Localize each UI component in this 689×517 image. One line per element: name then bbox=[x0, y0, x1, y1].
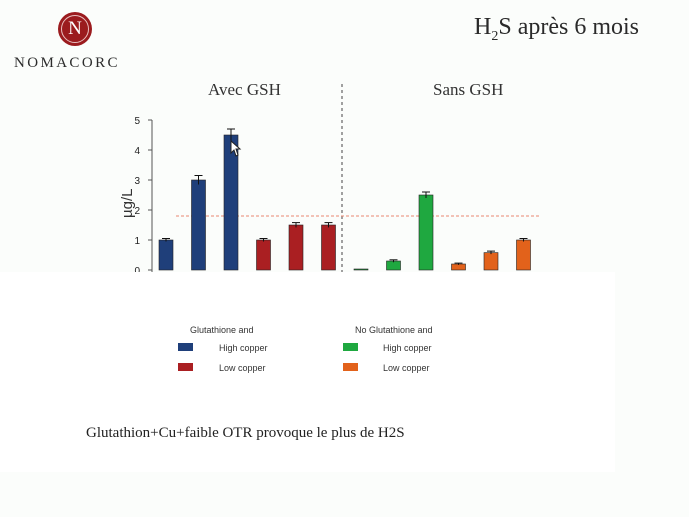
caption: Glutathion+Cu+faible OTR provoque le plu… bbox=[86, 425, 405, 441]
y-axis-label: µg/L bbox=[119, 189, 136, 219]
bar-0 bbox=[158, 239, 174, 271]
title-suffix: S après 6 mois bbox=[498, 14, 640, 40]
title-prefix: H bbox=[474, 14, 492, 40]
legend-heading-without: No Glutathione and bbox=[355, 325, 433, 335]
bar-6 bbox=[353, 268, 369, 271]
y-tick-label-4: 4 bbox=[134, 146, 140, 157]
y-ticks: 0 1 2 3 4 5 bbox=[134, 116, 152, 277]
y-tick-label-2: 2 bbox=[134, 206, 140, 217]
legend-swatch-high-with bbox=[178, 343, 193, 351]
bar-4 bbox=[288, 224, 304, 271]
bar-8 bbox=[418, 194, 434, 271]
logo-mark: N bbox=[58, 12, 92, 46]
legend-swatch-high-without bbox=[343, 343, 358, 351]
legend-swatch-low-with bbox=[178, 363, 193, 371]
slide-title: H2S après 6 mois bbox=[474, 14, 639, 45]
cursor-icon bbox=[230, 139, 242, 157]
section-label-sans-gsh: Sans GSH bbox=[433, 80, 504, 99]
y-tick-label-5: 5 bbox=[134, 116, 140, 127]
bar-10 bbox=[483, 252, 499, 271]
logo-text: NOMACORC bbox=[14, 55, 120, 71]
legend-label-low-without: Low copper bbox=[383, 363, 430, 373]
y-tick-label-0: 0 bbox=[134, 266, 140, 277]
bar-5 bbox=[321, 224, 336, 271]
legend-swatch-low-without bbox=[343, 363, 358, 371]
logo: N NOMACORC bbox=[14, 12, 144, 74]
section-label-avec-gsh: Avec GSH bbox=[208, 80, 281, 99]
legend-heading-with: Glutathione and bbox=[190, 325, 254, 335]
legend-label-high-without: High copper bbox=[383, 343, 432, 353]
y-tick-label-1: 1 bbox=[134, 236, 140, 247]
title-subscript: 2 bbox=[491, 28, 499, 44]
bar-7 bbox=[386, 260, 401, 271]
y-tick-label-3: 3 bbox=[134, 176, 140, 187]
legend-label-high-with: High copper bbox=[219, 343, 268, 353]
legend-panel: Glutathione and No Glutathione and High … bbox=[0, 272, 615, 472]
chart-bars bbox=[158, 128, 531, 271]
bar-3 bbox=[256, 239, 271, 271]
legend-label-low-with: Low copper bbox=[219, 363, 266, 373]
bar-11 bbox=[516, 239, 531, 271]
bar-1 bbox=[191, 179, 206, 271]
